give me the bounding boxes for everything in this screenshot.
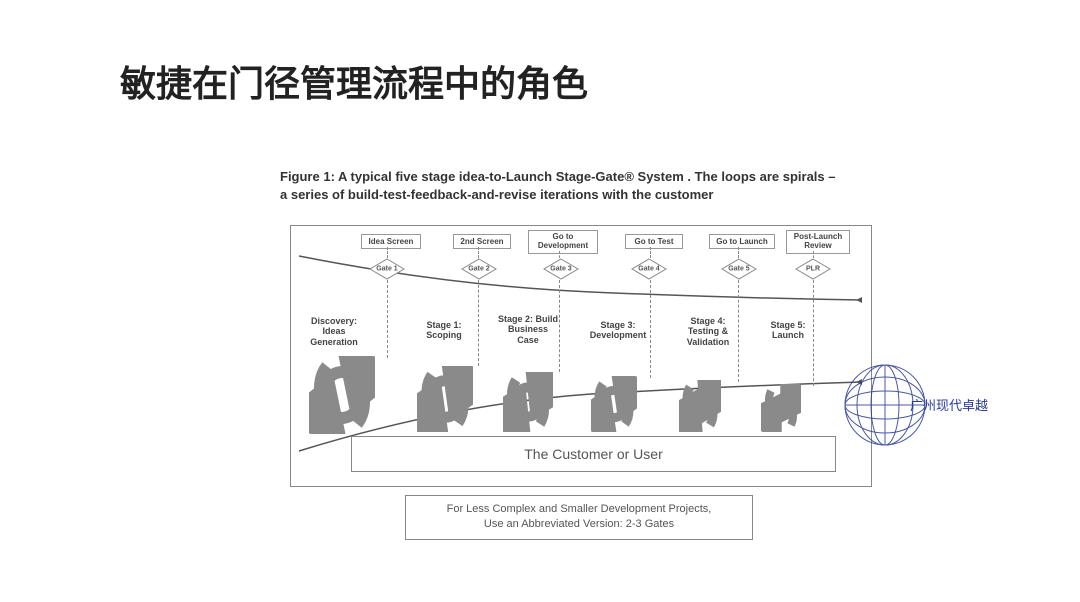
loop-icon bbox=[761, 384, 801, 432]
vline bbox=[738, 247, 739, 258]
stage-4: Stage 4:Testing &Validation bbox=[679, 316, 737, 347]
vline bbox=[478, 280, 479, 366]
loop-icon bbox=[591, 376, 637, 432]
gate-1: Gate 1 bbox=[369, 258, 405, 280]
gate-4: Gate 4 bbox=[631, 258, 667, 280]
gatebox-2nd-screen: 2nd Screen bbox=[453, 234, 511, 249]
slide-title: 敏捷在门径管理流程中的角色 bbox=[120, 55, 588, 107]
stage-discovery: Discovery:IdeasGeneration bbox=[305, 316, 363, 347]
gatebox-post-launch: Post-LaunchReview bbox=[786, 230, 850, 254]
footer-note: For Less Complex and Smaller Development… bbox=[405, 495, 753, 540]
gate-2: Gate 2 bbox=[461, 258, 497, 280]
gate-3: Gate 3 bbox=[543, 258, 579, 280]
vline bbox=[813, 280, 814, 386]
gatebox-idea-screen: Idea Screen bbox=[361, 234, 421, 249]
stage-5: Stage 5:Launch bbox=[763, 320, 813, 341]
vline bbox=[387, 247, 388, 258]
loop-icon bbox=[503, 372, 553, 432]
gate-5: Gate 5 bbox=[721, 258, 757, 280]
loop-icon bbox=[417, 366, 473, 432]
gatebox-go-test: Go to Test bbox=[625, 234, 683, 249]
watermark-text: 广州现代卓越 bbox=[910, 395, 988, 414]
vline bbox=[738, 280, 739, 382]
stage-2: Stage 2: BuildBusinessCase bbox=[493, 314, 563, 345]
gatebox-go-development: Go toDevelopment bbox=[528, 230, 598, 254]
vline bbox=[650, 247, 651, 258]
gatebox-go-launch: Go to Launch bbox=[709, 234, 775, 249]
stage-3: Stage 3:Development bbox=[585, 320, 651, 341]
customer-box: The Customer or User bbox=[351, 436, 836, 472]
vline bbox=[478, 247, 479, 258]
loop-icon bbox=[679, 380, 721, 432]
vline bbox=[387, 280, 388, 358]
stage-1: Stage 1:Scoping bbox=[419, 320, 469, 341]
vline bbox=[559, 251, 560, 258]
loop-icon bbox=[309, 356, 375, 434]
vline bbox=[813, 251, 814, 258]
figure-caption: Figure 1: A typical five stage idea-to-L… bbox=[280, 168, 840, 204]
slide: 敏捷在门径管理流程中的角色 Figure 1: A typical five s… bbox=[0, 0, 1080, 602]
gate-plr: PLR bbox=[795, 258, 831, 280]
stage-gate-diagram: Idea Screen 2nd Screen Go toDevelopment … bbox=[290, 225, 872, 487]
